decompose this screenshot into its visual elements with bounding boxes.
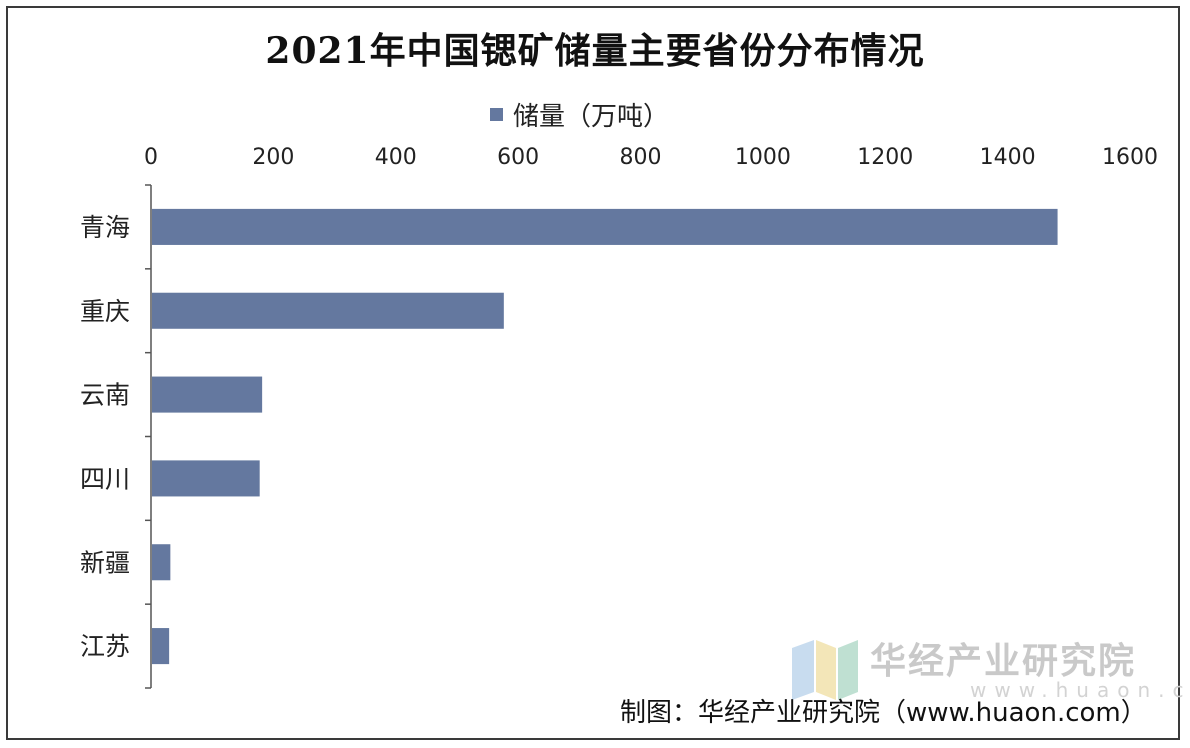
x-tick-label: 200 [252,145,294,170]
source-note: 制图：华经产业研究院（www.huaon.com） [620,698,1147,728]
chart-frame [6,6,1180,740]
x-tick-label: 1400 [980,145,1036,170]
legend-label: 储量（万吨） [513,101,670,132]
bar [152,460,260,497]
x-tick-label: 400 [375,145,417,170]
bar [152,292,504,329]
x-tick-label: 0 [144,145,158,170]
legend-swatch [490,107,503,121]
bar [152,208,1058,245]
chart-title: 2021年中国锶矿储量主要省份分布情况 [265,30,925,72]
x-tick-label: 1200 [857,145,913,170]
x-tick-label: 800 [620,145,662,170]
legend: 储量（万吨） [490,98,670,132]
x-tick-label: 1600 [1102,145,1158,170]
x-tick-label: 600 [497,145,539,170]
watermark-logo-icon [792,640,858,700]
bar [152,376,263,413]
category-label: 四川 [80,464,130,493]
watermark-url: www.huaon.com [970,678,1190,702]
category-label: 云南 [80,381,130,410]
x-tick-label: 1000 [735,145,791,170]
watermark-text: 华经产业研究院 [870,641,1137,682]
category-label: 重庆 [80,297,130,326]
category-label: 新疆 [80,548,130,577]
category-label: 青海 [80,213,130,242]
bar [152,628,170,665]
bar [152,544,171,581]
category-label: 江苏 [80,632,130,661]
